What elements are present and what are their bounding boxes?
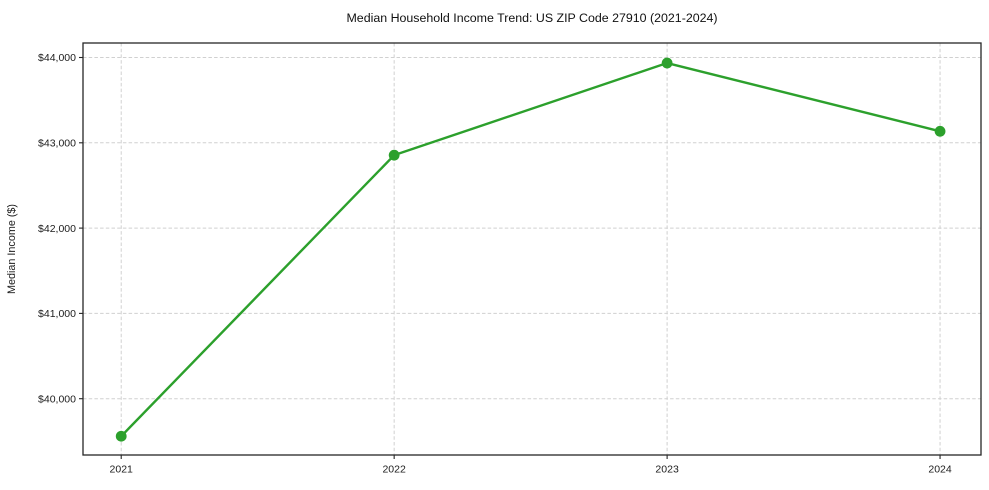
data-series <box>115 57 946 442</box>
axes <box>79 42 982 459</box>
y-tick-label: $41,000 <box>38 308 76 320</box>
x-tick-label: 2021 <box>110 464 134 476</box>
y-axis-title: Median Income ($) <box>6 204 18 294</box>
trend-line <box>120 61 942 438</box>
chart-title: Median Household Income Trend: US ZIP Co… <box>346 11 717 25</box>
x-tick-label: 2023 <box>655 464 679 476</box>
x-tick-label: 2024 <box>928 464 952 476</box>
data-point <box>388 149 400 161</box>
data-point <box>934 125 946 137</box>
data-point <box>115 430 127 442</box>
y-tick-label: $40,000 <box>38 393 76 405</box>
data-point <box>661 57 673 69</box>
y-tick-label: $44,000 <box>38 52 76 64</box>
x-tick-label: 2022 <box>382 464 406 476</box>
plot-border <box>82 42 982 456</box>
gridlines <box>83 43 981 455</box>
y-tick-label: $43,000 <box>38 138 76 150</box>
tick-labels: $40,000 $41,000 $42,000 $43,000 $44,000 2021 2… <box>38 52 952 475</box>
y-tick-label: $42,000 <box>38 223 76 235</box>
